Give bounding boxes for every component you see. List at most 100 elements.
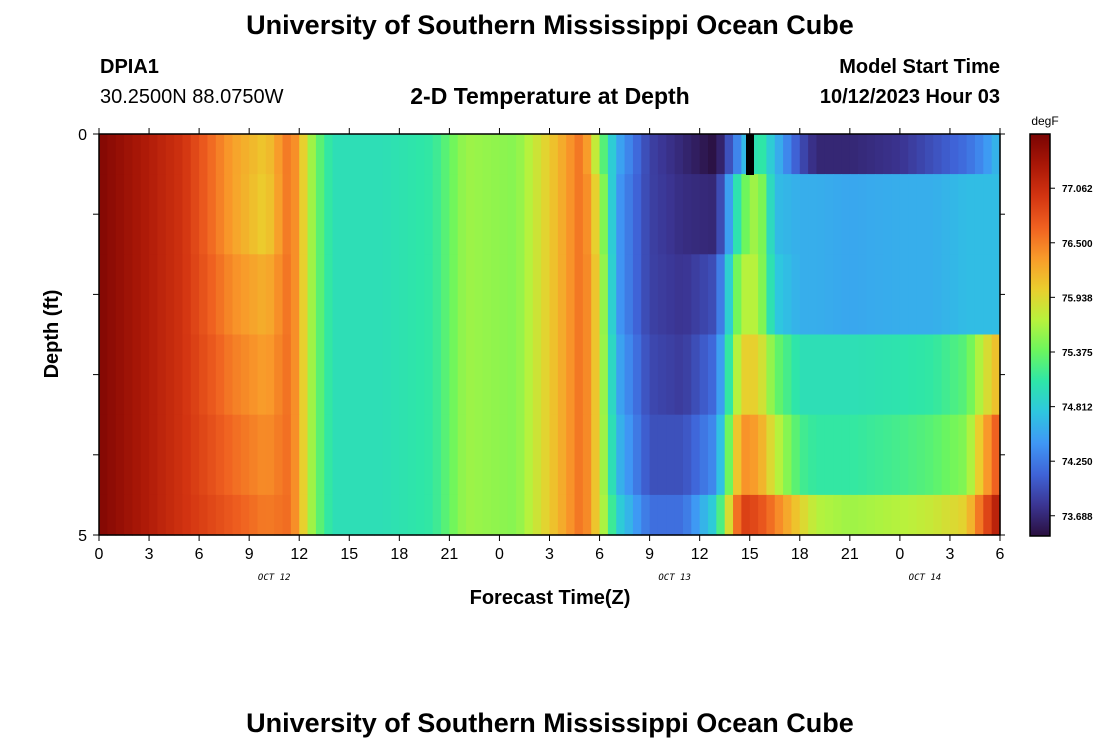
heatmap-cell — [324, 494, 334, 536]
heatmap-cell — [332, 254, 342, 336]
heatmap-cell — [449, 174, 459, 255]
heatmap-cell — [866, 494, 876, 536]
heatmap-cell — [449, 494, 459, 536]
heatmap-cell — [758, 334, 767, 416]
heatmap-cell — [240, 174, 250, 255]
heatmap-cell — [833, 134, 843, 175]
heatmap-cell — [758, 414, 767, 496]
y-tick-label: 0 — [78, 127, 87, 144]
heatmap-cell — [416, 254, 425, 336]
heatmap-cell — [265, 334, 275, 416]
heatmap-cell — [382, 174, 392, 255]
heatmap-cell — [441, 334, 450, 416]
heatmap-cell — [632, 134, 642, 175]
heatmap-cell — [315, 334, 325, 416]
heatmap-cell — [616, 174, 626, 255]
heatmap-cell — [616, 334, 626, 416]
heatmap-cell — [124, 494, 133, 536]
heatmap-cell — [766, 494, 776, 536]
heatmap-cell — [816, 174, 826, 255]
station-coordinates: 30.2500N 88.0750W — [100, 86, 284, 108]
heatmap-cell — [290, 414, 300, 496]
heatmap-cell — [549, 134, 559, 175]
heatmap-cell — [916, 494, 926, 536]
heatmap-cell — [449, 134, 459, 175]
heatmap-cell — [482, 174, 492, 255]
heatmap-cell — [132, 254, 142, 336]
heatmap-cell — [424, 254, 434, 336]
heatmap-cell — [307, 134, 317, 175]
heatmap-cell — [833, 494, 843, 536]
heatmap-cell — [624, 414, 634, 496]
heatmap-cell — [591, 494, 601, 536]
heatmap-cell — [215, 414, 225, 496]
heatmap-cell — [207, 254, 217, 336]
heatmap-cell — [599, 134, 609, 175]
heatmap-cell — [799, 334, 809, 416]
heatmap-cell — [182, 174, 192, 255]
heatmap-cell — [657, 414, 667, 496]
heatmap-cell — [474, 254, 484, 336]
heatmap-cell — [207, 134, 217, 175]
heatmap-cell — [265, 494, 275, 536]
heatmap-cell — [541, 254, 551, 336]
heatmap-cell — [824, 414, 834, 496]
heatmap-cell — [691, 134, 701, 175]
heatmap-cell — [315, 414, 325, 496]
heatmap-cell — [199, 174, 209, 255]
colorbar-ticks: 77.062 76.500 75.938 75.375 74.812 74.250 73.6… — [1050, 184, 1093, 523]
heatmap-cell — [365, 414, 375, 496]
heatmap-cell — [390, 174, 400, 255]
heatmap-cell — [174, 494, 184, 536]
heatmap-cell — [157, 254, 167, 336]
heatmap-cell — [299, 134, 309, 175]
heatmap-cell — [949, 254, 959, 336]
heatmap-cell — [783, 414, 793, 496]
heatmap-cell — [908, 494, 918, 536]
heatmap-cell — [549, 174, 559, 255]
heatmap-cell — [574, 174, 584, 255]
heatmap-cell — [416, 494, 425, 536]
heatmap-cell — [190, 334, 200, 416]
heatmap-cell — [441, 494, 450, 536]
x-tick-label: 18 — [390, 546, 408, 563]
heatmap-cell — [641, 134, 651, 175]
heatmap-cell — [532, 174, 542, 255]
heatmap-cell — [265, 174, 275, 255]
heatmap-cell — [249, 134, 259, 175]
heatmap-cell — [516, 494, 526, 536]
heatmap-cell — [682, 134, 692, 175]
heatmap-cell — [140, 414, 150, 496]
heatmap-cell — [674, 174, 684, 255]
heatmap-cell — [974, 254, 984, 336]
heatmap-cell — [724, 134, 734, 175]
heatmap-cell — [674, 134, 684, 175]
heatmap-cell — [424, 174, 434, 255]
heatmap-cell — [524, 414, 534, 496]
heatmap-cell — [682, 334, 692, 416]
heatmap-cell — [691, 254, 701, 336]
heatmap-cell — [716, 174, 726, 255]
heatmap-cell — [340, 414, 350, 496]
colorbar-tick-label: 77.062 — [1062, 184, 1093, 195]
x-tick-label: 3 — [945, 546, 954, 563]
heatmap-cell — [833, 414, 843, 496]
heatmap-cell — [482, 334, 492, 416]
heatmap-cell — [240, 134, 250, 175]
heatmap-cell — [866, 174, 876, 255]
heatmap-cell — [432, 174, 442, 255]
heatmap-cell — [340, 334, 350, 416]
heatmap-cell — [716, 494, 726, 536]
x-tick-label: 3 — [545, 546, 554, 563]
heatmap-cell — [457, 174, 467, 255]
station-id: DPIA1 — [100, 56, 159, 78]
heatmap-cell — [124, 134, 133, 175]
x-tick-label: 3 — [145, 546, 154, 563]
heatmap-cell — [849, 494, 859, 536]
heatmap-cell — [257, 134, 267, 175]
heatmap-cell — [641, 174, 651, 255]
heatmap-cell — [983, 334, 993, 416]
heatmap-cell — [532, 134, 542, 175]
heatmap-cell — [833, 174, 843, 255]
heatmap-cell — [265, 414, 275, 496]
